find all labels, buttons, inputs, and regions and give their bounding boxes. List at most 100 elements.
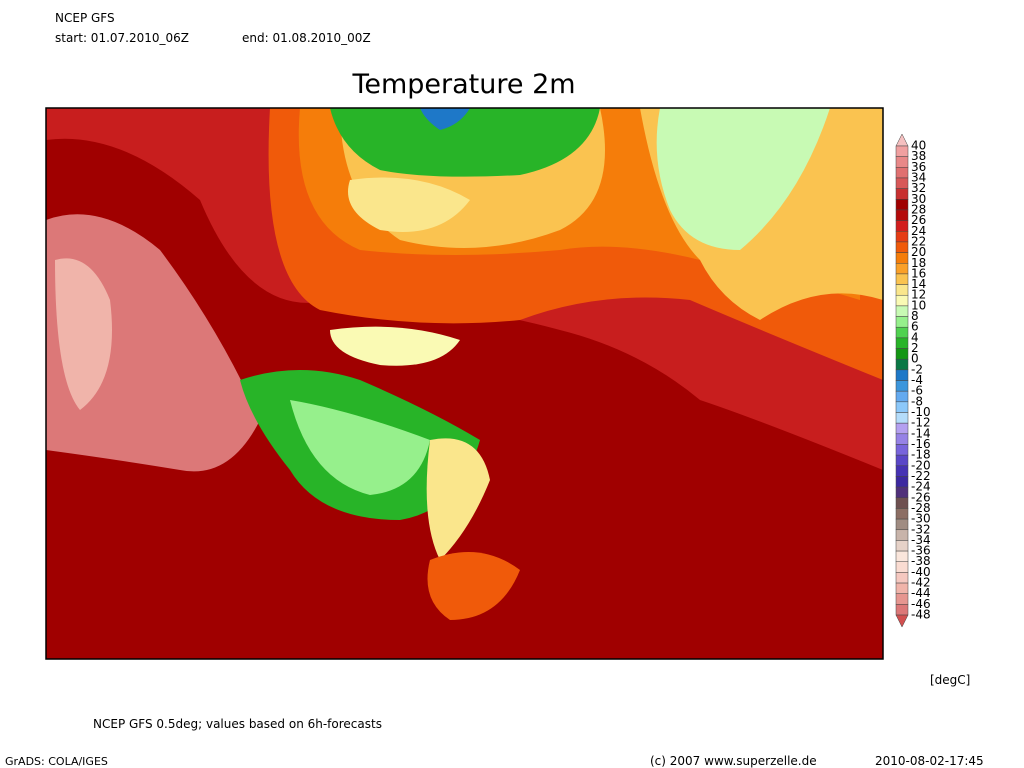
colorbar-swatch	[895, 326, 909, 339]
colorbar-swatch	[895, 454, 909, 467]
colorbar-swatch	[895, 348, 909, 360]
colorbar-swatch	[895, 540, 909, 552]
colorbar-swatch	[895, 188, 909, 200]
colorbar-label: -18	[911, 448, 931, 462]
timestamp: 2010-08-02-17:45	[875, 754, 984, 768]
colorbar-swatch	[895, 316, 909, 328]
map-frame	[45, 107, 884, 660]
colorbar-swatch	[895, 529, 909, 541]
colorbar-label: -30	[911, 512, 931, 526]
colorbar-swatch	[895, 209, 909, 221]
colorbar-swatch	[895, 337, 909, 349]
colorbar-swatch	[895, 231, 909, 243]
colorbar-swatch	[895, 284, 909, 296]
colorbar-swatch	[895, 593, 909, 605]
colorbar-label: 24	[911, 224, 926, 238]
colorbar-swatch	[895, 199, 909, 211]
colorbar-swatch	[895, 273, 909, 285]
colorbar-swatch	[895, 305, 909, 317]
colorbar-swatch	[895, 412, 909, 424]
temperature-map	[46, 108, 883, 659]
colorbar-swatch	[895, 486, 909, 499]
colorbar: 4038363432302826242220181614121086420-2-…	[895, 133, 931, 628]
colorbar-arrow	[895, 614, 909, 628]
colorbar-swatch	[895, 476, 909, 488]
colorbar-swatch	[895, 550, 909, 562]
colorbar-swatch	[895, 497, 909, 509]
colorbar-swatch	[895, 604, 909, 616]
colorbar-label: 6	[911, 320, 919, 334]
colorbar-label: -4	[911, 373, 923, 387]
colorbar-label: 8	[911, 309, 919, 323]
colorbar-label: -12	[911, 416, 931, 430]
colorbar-swatch	[895, 465, 909, 477]
colorbar-label: -14	[911, 426, 931, 440]
colorbar-label: 38	[911, 149, 926, 163]
colorbar-label: -28	[911, 501, 931, 515]
colorbar-swatch	[895, 518, 909, 531]
colorbar-swatch	[895, 263, 909, 275]
colorbar-swatch	[895, 156, 909, 168]
colorbar-label: -8	[911, 394, 923, 408]
colorbar-swatch	[895, 145, 909, 157]
colorbar-label: 26	[911, 213, 926, 227]
colorbar-label: -24	[911, 480, 931, 494]
colorbar-label: 36	[911, 160, 926, 174]
colorbar-swatch	[895, 561, 909, 573]
end-time: end: 01.08.2010_00Z	[242, 31, 371, 45]
colorbar-label: -2	[911, 362, 923, 376]
colorbar-label: -36	[911, 544, 931, 558]
colorbar-label: -48	[911, 608, 931, 622]
colorbar-swatch	[895, 582, 909, 594]
colorbar-label: 14	[911, 277, 926, 291]
colorbar-arrow	[895, 133, 909, 147]
colorbar-label: -16	[911, 437, 931, 451]
colorbar-label: 32	[911, 181, 926, 195]
model-label: NCEP GFS	[55, 11, 115, 25]
colorbar-label: -6	[911, 384, 923, 398]
colorbar-label: 28	[911, 202, 926, 216]
colorbar-label: 0	[911, 352, 919, 366]
colorbar-swatch	[895, 572, 909, 584]
start-time: start: 01.07.2010_06Z	[55, 31, 189, 45]
colorbar-label: -38	[911, 554, 931, 568]
colorbar-label: -10	[911, 405, 931, 419]
colorbar-label: 10	[911, 298, 926, 312]
colorbar-label: 20	[911, 245, 926, 259]
colorbar-label: -40	[911, 565, 931, 579]
data-note: NCEP GFS 0.5deg; values based on 6h-fore…	[93, 717, 382, 731]
colorbar-swatch	[895, 252, 909, 264]
colorbar-swatch	[895, 422, 909, 435]
colorbar-label: 16	[911, 266, 926, 280]
colorbar-label: 40	[911, 139, 926, 153]
colorbar-label: -34	[911, 533, 931, 547]
colorbar-swatch	[895, 390, 909, 403]
colorbar-label: 22	[911, 234, 926, 248]
colorbar-label: 12	[911, 288, 926, 302]
colorbar-swatch	[895, 241, 909, 253]
software-credit: GrADS: COLA/IGES	[5, 755, 108, 768]
colorbar-label: -26	[911, 490, 931, 504]
copyright: (c) 2007 www.superzelle.de	[650, 754, 817, 768]
map-title: Temperature 2m	[351, 69, 575, 100]
colorbar-label: -22	[911, 469, 931, 483]
colorbar-swatch	[895, 380, 909, 392]
colorbar-label: -20	[911, 458, 931, 472]
colorbar-label: 30	[911, 192, 926, 206]
unit-label: [degC]	[930, 673, 970, 687]
colorbar-label: 4	[911, 330, 919, 344]
colorbar-swatch	[895, 358, 909, 371]
colorbar-swatch	[895, 369, 909, 381]
colorbar-swatch	[895, 167, 909, 179]
colorbar-swatch	[895, 294, 909, 307]
colorbar-label: -44	[911, 586, 931, 600]
colorbar-swatch	[895, 433, 909, 445]
colorbar-label: 18	[911, 256, 926, 270]
colorbar-swatch	[895, 444, 909, 456]
colorbar-swatch	[895, 220, 909, 232]
colorbar-label: 2	[911, 341, 919, 355]
colorbar-label: 34	[911, 170, 926, 184]
colorbar-label: -46	[911, 597, 931, 611]
colorbar-swatch	[895, 177, 909, 189]
